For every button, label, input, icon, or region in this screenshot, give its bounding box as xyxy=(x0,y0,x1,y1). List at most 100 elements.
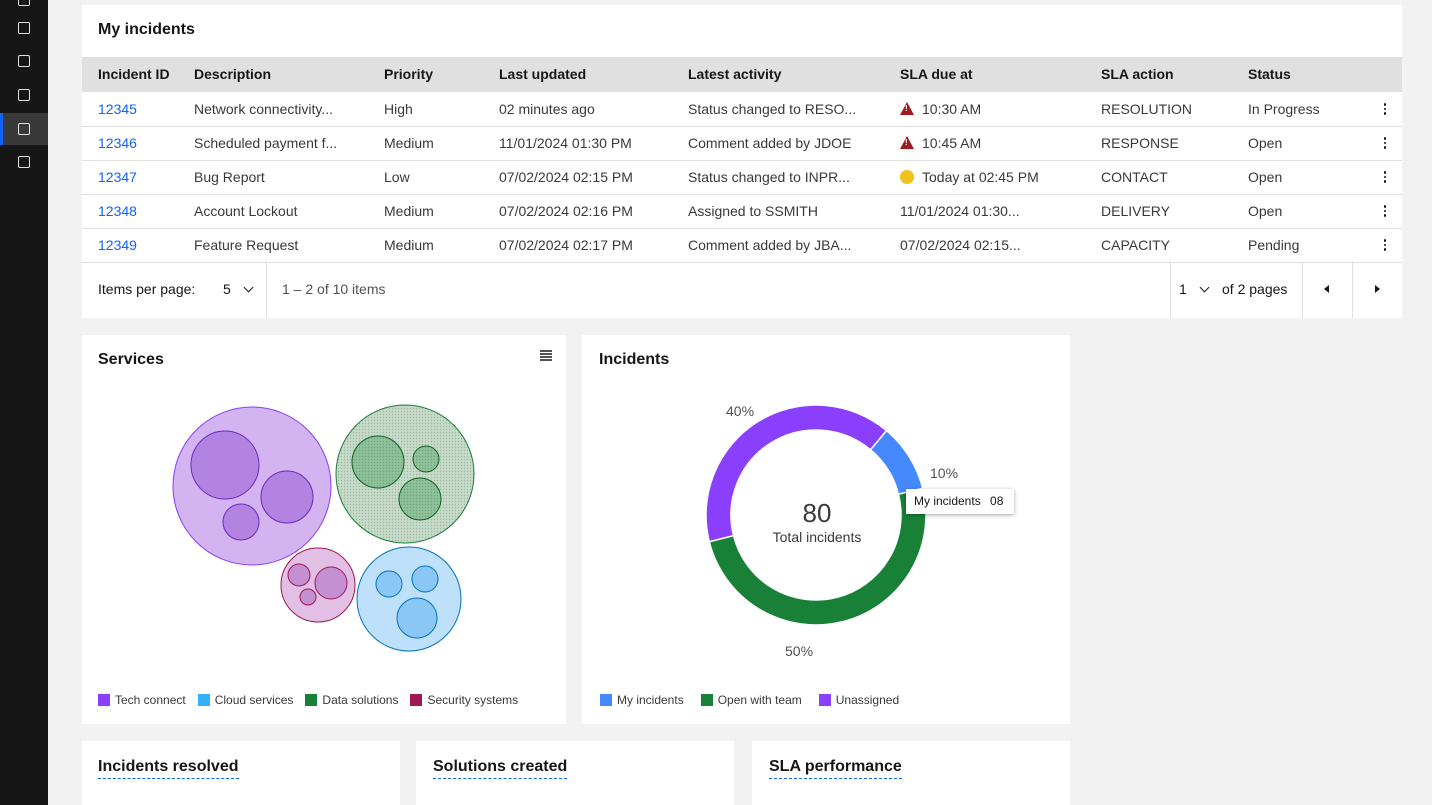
chart-tooltip: My incidents 08 xyxy=(906,489,1014,514)
next-page-button[interactable] xyxy=(1353,261,1402,318)
last-updated-cell: 07/02/2024 02:17 PM xyxy=(499,237,633,253)
incidents-resolved-card: Incidents resolved xyxy=(82,741,400,805)
col-last-updated[interactable]: Last updated xyxy=(499,66,587,82)
sla-due-text: Today at 02:45 PM xyxy=(922,169,1039,185)
table-row: 12349 Feature Request Medium 07/02/2024 … xyxy=(82,228,1402,263)
donut-slice-open-with-team[interactable] xyxy=(708,487,927,626)
col-sla-due[interactable]: SLA due at xyxy=(900,66,973,82)
latest-activity-cell: Status changed to INPR... xyxy=(688,169,850,185)
sla-performance-title[interactable]: SLA performance xyxy=(769,758,902,779)
nav-square-icon xyxy=(18,89,30,101)
table-row: 12346 Scheduled payment f... Medium 11/0… xyxy=(82,126,1402,161)
overflow-menu-icon[interactable] xyxy=(1377,92,1393,126)
legend-swatch xyxy=(197,694,210,706)
sla-action-cell: CONTACT xyxy=(1101,169,1168,185)
col-description[interactable]: Description xyxy=(194,66,272,82)
incidents-resolved-title[interactable]: Incidents resolved xyxy=(98,758,239,779)
sla-due-text: 10:30 AM xyxy=(922,101,982,117)
legend-swatch xyxy=(600,694,612,706)
description-cell: Scheduled payment f... xyxy=(194,135,338,151)
sla-action-cell: DELIVERY xyxy=(1101,203,1170,219)
list-view-icon[interactable] xyxy=(540,350,552,361)
page-select[interactable]: 1 xyxy=(1179,261,1210,318)
bubble-cloud-services[interactable] xyxy=(356,546,462,652)
divider xyxy=(1352,261,1353,318)
nav-item-4-active[interactable] xyxy=(0,113,48,145)
legend-cloud-services[interactable]: Cloud services xyxy=(214,693,294,707)
nav-square-icon xyxy=(18,22,30,34)
nav-item-1[interactable] xyxy=(0,12,48,44)
previous-page-button[interactable] xyxy=(1303,261,1352,318)
last-updated-cell: 11/01/2024 01:30 PM xyxy=(499,135,632,151)
overflow-menu-icon[interactable] xyxy=(1377,126,1393,160)
incident-id-link[interactable]: 12349 xyxy=(98,237,137,253)
nav-item-2[interactable] xyxy=(0,45,48,77)
nav-square-icon xyxy=(18,156,30,168)
incident-id-link[interactable]: 12345 xyxy=(98,101,137,117)
page-value: 1 xyxy=(1179,281,1187,297)
col-sla-action[interactable]: SLA action xyxy=(1101,66,1174,82)
status-cell: Open xyxy=(1248,203,1283,219)
donut-total-label: Total incidents xyxy=(772,529,862,545)
col-status[interactable]: Status xyxy=(1248,66,1291,82)
incident-id-link[interactable]: 12346 xyxy=(98,135,137,151)
sla-performance-card: SLA performance xyxy=(752,741,1070,805)
solutions-created-title[interactable]: Solutions created xyxy=(433,758,568,779)
sla-due-cell: Today at 02:45 PM xyxy=(900,160,1039,194)
incident-id-link[interactable]: 12347 xyxy=(98,169,137,185)
items-per-page-value: 5 xyxy=(223,281,231,297)
description-cell: Account Lockout xyxy=(194,203,298,219)
legend-swatch xyxy=(410,694,423,706)
donut-label-my-incidents: 10% xyxy=(930,465,959,481)
legend-my-incidents[interactable]: My incidents xyxy=(617,693,684,707)
nav-item-3[interactable] xyxy=(0,79,48,111)
overflow-menu-icon[interactable] xyxy=(1377,228,1393,262)
legend-tech-connect[interactable]: Tech connect xyxy=(115,693,186,707)
latest-activity-cell: Status changed to RESO... xyxy=(688,101,857,117)
sla-action-cell: CAPACITY xyxy=(1101,237,1170,253)
legend-open-with-team[interactable]: Open with team xyxy=(717,693,802,707)
last-updated-cell: 02 minutes ago xyxy=(499,101,595,117)
priority-cell: Medium xyxy=(384,203,434,219)
items-per-page-select[interactable]: 5 xyxy=(223,261,257,318)
services-card: Services xyxy=(82,335,566,724)
sla-action-cell: RESOLUTION xyxy=(1101,101,1193,117)
overflow-menu-icon[interactable] xyxy=(1377,194,1393,228)
legend-security-systems[interactable]: Security systems xyxy=(427,693,519,707)
table-row: 12347 Bug Report Low 07/02/2024 02:15 PM… xyxy=(82,160,1402,195)
nav-square-icon xyxy=(18,0,30,6)
last-updated-cell: 07/02/2024 02:16 PM xyxy=(499,203,633,219)
col-latest-activity[interactable]: Latest activity xyxy=(688,66,782,82)
donut-label-open: 50% xyxy=(785,643,814,659)
priority-cell: Medium xyxy=(384,237,434,253)
services-title: Services xyxy=(98,351,164,368)
chevron-down-icon xyxy=(1199,282,1210,293)
overflow-menu-icon[interactable] xyxy=(1377,160,1393,194)
legend-unassigned[interactable]: Unassigned xyxy=(835,693,900,707)
col-priority[interactable]: Priority xyxy=(384,66,434,82)
bubble-data-solutions[interactable] xyxy=(335,404,475,544)
legend-swatch xyxy=(305,694,318,706)
bubble-tech-connect[interactable] xyxy=(172,406,332,566)
sla-action-cell: RESPONSE xyxy=(1101,135,1179,151)
priority-cell: Low xyxy=(384,169,410,185)
legend-swatch xyxy=(818,694,831,706)
caret-right-icon xyxy=(1375,285,1380,293)
table-header: Incident ID Description Priority Last up… xyxy=(82,57,1402,92)
divider xyxy=(1170,261,1171,318)
legend-data-solutions[interactable]: Data solutions xyxy=(322,693,399,707)
table-row: 12345 Network connectivity... High 02 mi… xyxy=(82,92,1402,127)
incident-id-link[interactable]: 12348 xyxy=(98,203,137,219)
caret-left-icon xyxy=(1324,285,1329,293)
nav-item-5[interactable] xyxy=(0,146,48,178)
items-range: 1 – 2 of 10 items xyxy=(282,281,386,297)
bubble-security-systems[interactable] xyxy=(280,547,356,623)
side-nav xyxy=(0,0,48,805)
nav-item-0[interactable] xyxy=(0,0,48,16)
col-incident-id[interactable]: Incident ID xyxy=(98,66,170,82)
latest-activity-cell: Comment added by JBA... xyxy=(688,237,852,253)
donut-slice-my-incidents[interactable] xyxy=(869,429,924,496)
legend-swatch xyxy=(700,694,713,706)
incidents-title: Incidents xyxy=(599,351,670,368)
legend-swatch xyxy=(98,694,110,706)
